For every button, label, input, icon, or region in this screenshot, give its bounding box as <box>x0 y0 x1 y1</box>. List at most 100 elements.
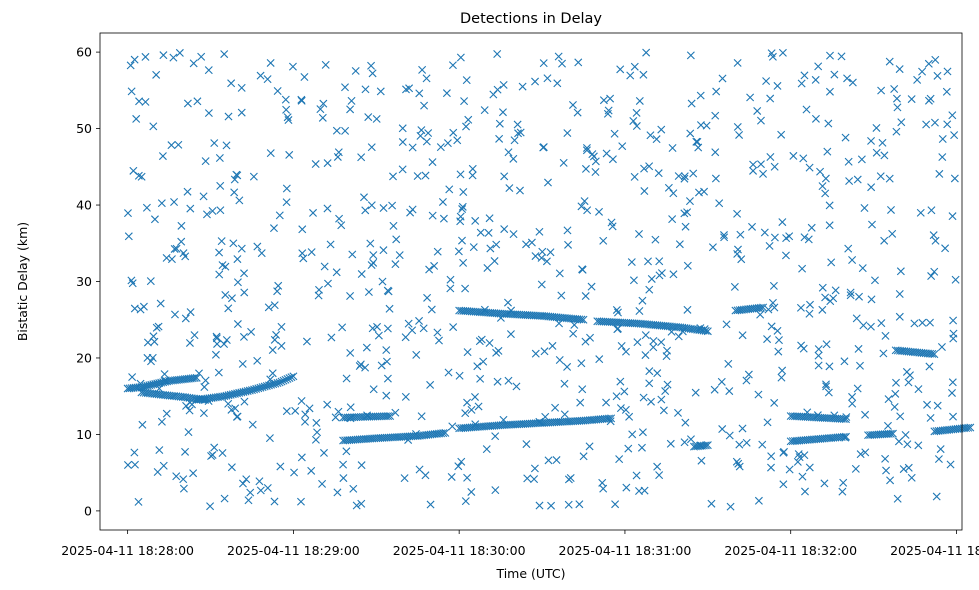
scatter-point <box>711 174 720 183</box>
track-point <box>289 372 298 381</box>
scatter-point <box>742 376 751 385</box>
scatter-point <box>531 252 540 261</box>
scatter-point <box>514 129 523 138</box>
scatter-point <box>756 310 765 319</box>
scatter-point <box>189 59 198 68</box>
scatter-point <box>748 222 757 231</box>
scatter-point <box>270 301 279 310</box>
scatter-point <box>830 70 839 79</box>
scatter-point <box>493 85 502 94</box>
scatter-point <box>276 462 285 471</box>
scatter-point <box>710 385 719 394</box>
scatter-point <box>821 293 830 302</box>
scatter-point <box>445 185 454 194</box>
scatter-point <box>347 96 356 105</box>
scatter-point <box>735 130 744 139</box>
scatter-point <box>233 278 242 287</box>
scatter-point <box>881 454 890 463</box>
scatter-point <box>232 170 241 179</box>
scatter-point <box>376 87 385 96</box>
scatter-point <box>215 270 224 279</box>
scatter-point <box>621 347 630 356</box>
scatter-point <box>845 177 854 186</box>
scatter-point <box>418 65 427 74</box>
scatter-point <box>696 324 705 333</box>
scatter-point <box>615 455 624 464</box>
scatter-point <box>892 94 901 103</box>
scatter-point <box>255 477 264 486</box>
scatter-point <box>482 445 491 454</box>
scatter-point <box>866 322 875 331</box>
scatter-point <box>793 457 802 466</box>
scatter-point <box>170 310 179 319</box>
scatter-point <box>257 249 266 258</box>
scatter-point <box>652 135 661 144</box>
scatter-point <box>346 403 355 412</box>
scatter-point <box>214 368 223 377</box>
scatter-point <box>773 326 782 335</box>
scatter-point <box>661 387 670 396</box>
scatter-point <box>455 371 464 380</box>
scatter-point <box>926 413 935 422</box>
scatter-point <box>349 484 358 493</box>
scatter-point <box>272 330 281 339</box>
scatter-point <box>456 170 465 179</box>
scatter-point <box>749 166 758 175</box>
scatter-point <box>657 395 666 404</box>
scatter-point <box>357 499 366 508</box>
scatter-point <box>147 357 155 366</box>
scatter-point <box>424 129 433 138</box>
scatter-point <box>767 463 775 472</box>
track-point <box>577 315 586 324</box>
scatter-point <box>653 369 662 378</box>
scatter-point <box>323 204 332 213</box>
scatter-point <box>128 373 137 382</box>
scatter-point <box>342 374 351 383</box>
scatter-point <box>530 475 539 484</box>
scatter-point <box>398 165 407 174</box>
scatter-point <box>668 144 677 153</box>
scatter-point <box>436 143 445 152</box>
scatter-point <box>220 50 229 59</box>
scatter-point <box>233 320 242 329</box>
scatter-point <box>542 257 551 266</box>
scatter-point <box>541 412 550 421</box>
scatter-point <box>282 105 291 114</box>
scatter-point <box>539 143 548 152</box>
scatter-point <box>657 125 666 134</box>
scatter-point <box>361 85 370 94</box>
scatter-point <box>883 421 892 430</box>
scatter-point <box>663 380 672 389</box>
scatter-point <box>574 58 583 67</box>
scatter-point <box>774 347 783 356</box>
scatter-point <box>922 120 931 129</box>
scatter-point <box>645 162 654 171</box>
scatter-point <box>877 319 886 328</box>
scatter-point <box>425 265 434 274</box>
scatter-point <box>557 291 566 300</box>
scatter-point <box>201 157 210 166</box>
scatter-point <box>331 413 340 422</box>
scatter-point <box>212 332 221 341</box>
scatter-point <box>715 199 724 208</box>
scatter-point <box>458 236 466 245</box>
scatter-point <box>599 236 608 245</box>
scatter-point <box>927 272 936 281</box>
scatter-point <box>283 113 292 122</box>
scatter-point <box>516 186 524 195</box>
scatter-point <box>851 464 860 473</box>
scatter-point <box>412 350 421 359</box>
scatter-point <box>282 407 291 416</box>
scatter-point <box>268 346 277 355</box>
scatter-point <box>461 497 470 506</box>
scatter-point <box>446 275 455 284</box>
scatter-point <box>624 444 633 453</box>
track-point <box>928 349 937 358</box>
scatter-point <box>297 96 306 105</box>
scatter-point <box>774 336 783 345</box>
scatter-point <box>861 448 870 457</box>
scatter-point <box>346 292 355 300</box>
scatter-point <box>527 238 536 247</box>
scatter-point <box>897 118 906 127</box>
scatter-point <box>914 385 923 394</box>
